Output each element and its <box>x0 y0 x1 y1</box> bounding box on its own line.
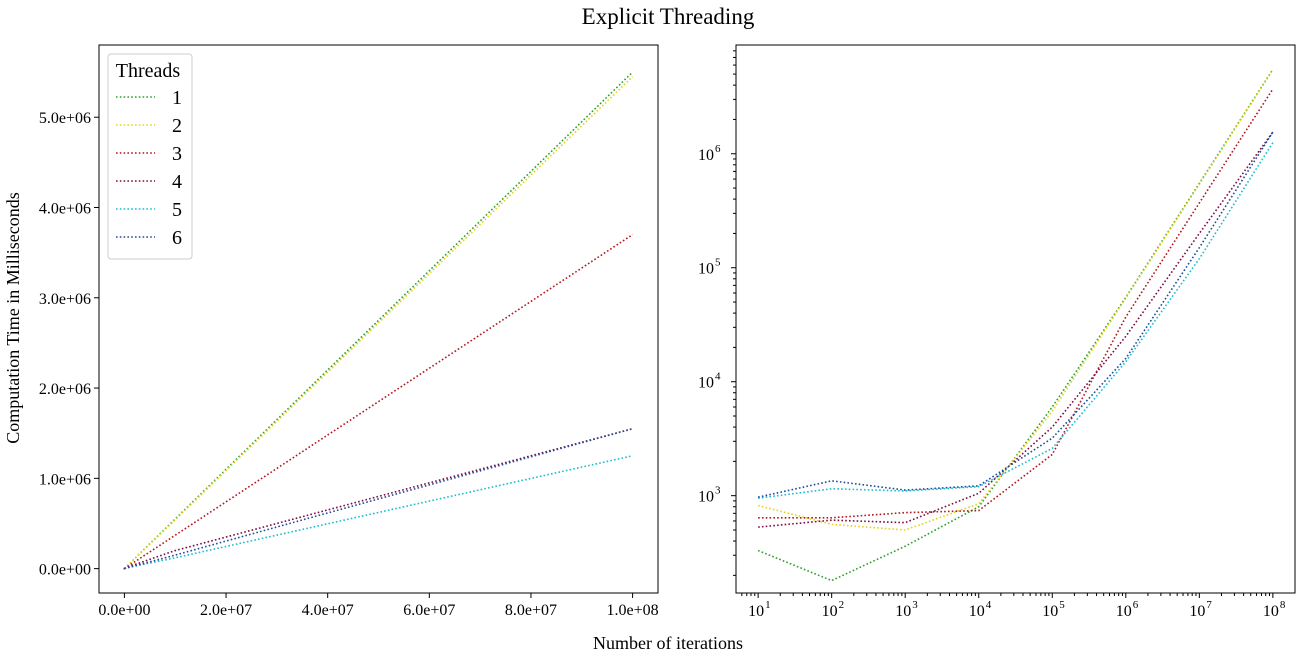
y-tick-label: 4.0e+06 <box>39 201 91 218</box>
legend-label-6: 6 <box>172 227 182 249</box>
legend: Threads 1 2 3 4 5 6 <box>107 53 193 260</box>
x-tick-exponent: 2 <box>839 599 845 611</box>
y-tick-exponent: 4 <box>715 371 721 383</box>
plot-frame <box>735 44 1296 594</box>
x-tick-exponent: 6 <box>1133 599 1139 611</box>
x-tick-label: 10 <box>1116 603 1132 620</box>
legend-box <box>107 53 193 260</box>
legend-label-3: 3 <box>172 143 182 165</box>
x-tick-exponent: 7 <box>1206 599 1212 611</box>
series-line-2 <box>123 76 634 570</box>
x-tick-label: 10 <box>748 603 764 620</box>
plot-frame <box>98 44 659 594</box>
y-tick-exponent: 6 <box>715 143 721 155</box>
x-tick-label: 6.0e+07 <box>403 602 455 619</box>
series-line-1 <box>757 68 1274 582</box>
x-tick-label: 8.0e+07 <box>505 602 557 619</box>
legend-label-4: 4 <box>172 171 182 193</box>
figure-ylabel: Computation Time in Milliseconds <box>3 192 23 444</box>
legend-label-1: 1 <box>172 87 182 109</box>
series-line-6 <box>757 131 1274 498</box>
figure-xlabel: Number of iterations <box>593 633 743 653</box>
y-tick-exponent: 3 <box>715 485 721 497</box>
y-tick-label: 3.0e+06 <box>39 291 91 308</box>
x-tick-exponent: 4 <box>986 599 992 611</box>
x-tick-label: 1.0e+08 <box>607 602 659 619</box>
x-tick-label: 10 <box>1189 603 1205 620</box>
y-tick-label: 5.0e+06 <box>39 110 91 127</box>
series-line-2 <box>757 69 1274 531</box>
legend-label-2: 2 <box>172 115 182 137</box>
figure-title: Explicit Threading <box>582 4 755 29</box>
y-tick-label: 10 <box>698 261 714 278</box>
legend-title: Threads <box>116 60 181 82</box>
series-line-5 <box>758 142 1274 500</box>
x-tick-label: 10 <box>969 603 985 620</box>
series-line-1 <box>123 71 634 570</box>
x-tick-label: 10 <box>1263 603 1279 620</box>
legend-label-5: 5 <box>172 199 182 221</box>
x-tick-label: 10 <box>895 603 911 620</box>
y-tick-label: 10 <box>698 489 714 506</box>
x-tick-exponent: 1 <box>765 599 771 611</box>
y-tick-label: 10 <box>698 147 714 164</box>
x-tick-label: 4.0e+07 <box>302 602 354 619</box>
y-tick-label: 10 <box>698 375 714 392</box>
x-tick-label: 10 <box>1042 603 1058 620</box>
y-tick-label: 2.0e+06 <box>39 381 91 398</box>
series-line-3 <box>758 88 1274 519</box>
x-tick-label: 0.0e+00 <box>98 602 150 619</box>
linear-panel: 0.0e+00 2.0e+07 4.0e+07 6.0e+07 8.0e+07 1.0e+… <box>39 44 659 619</box>
x-tick-exponent: 5 <box>1059 599 1065 611</box>
y-tick-label: 1.0e+06 <box>39 471 91 488</box>
series-line-4 <box>758 131 1274 528</box>
x-tick-exponent: 3 <box>912 599 918 611</box>
x-tick-exponent: 8 <box>1280 599 1286 611</box>
x-tick-label: 2.0e+07 <box>200 602 252 619</box>
series-line-5 <box>123 454 633 570</box>
log-panel: 10 1 10 2 10 3 10 4 10 5 10 6 10 7 10 810 310 410 510 6 <box>698 44 1296 620</box>
x-tick-label: 10 <box>822 603 838 620</box>
y-tick-label: 0.0e+00 <box>39 562 91 579</box>
series-line-3 <box>123 233 634 570</box>
y-tick-exponent: 5 <box>715 257 721 269</box>
series-line-6 <box>123 427 633 570</box>
